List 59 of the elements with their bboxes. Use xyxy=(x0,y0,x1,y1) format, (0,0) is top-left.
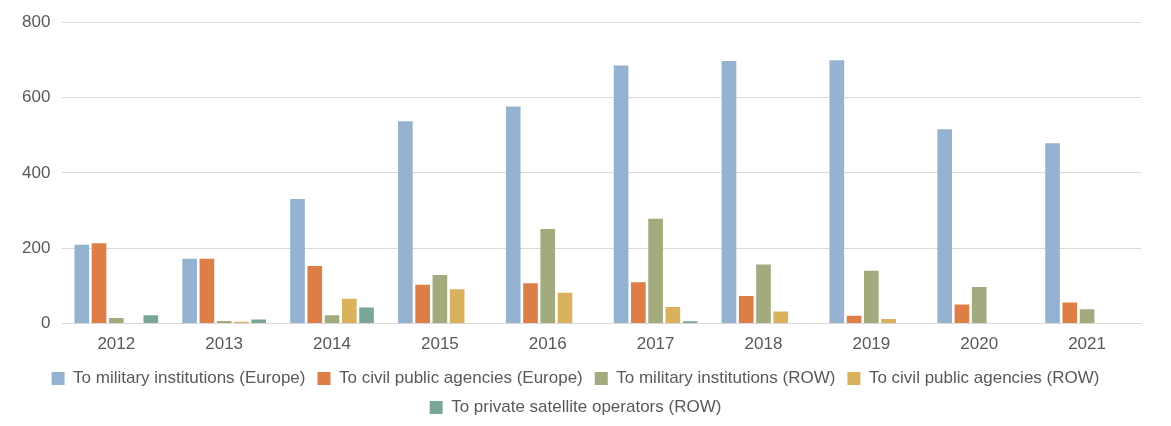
bar xyxy=(359,307,374,324)
bar xyxy=(971,287,987,324)
bar xyxy=(324,315,340,324)
bar xyxy=(449,289,465,324)
bar xyxy=(143,315,159,324)
bar xyxy=(1062,302,1078,324)
x-tick-label: 2013 xyxy=(205,334,244,354)
bar xyxy=(91,243,107,324)
bar xyxy=(846,315,862,324)
bar xyxy=(648,218,663,324)
x-tick-label: 2014 xyxy=(313,334,351,354)
bar xyxy=(415,284,430,324)
bar xyxy=(756,264,771,324)
x-tick-label: 2020 xyxy=(960,334,999,354)
bar xyxy=(540,229,556,324)
x-tick-label: 2016 xyxy=(528,334,567,354)
legend-label: To civil public agencies (Europe) xyxy=(338,368,583,388)
bar xyxy=(954,304,970,324)
x-tick-label: 2017 xyxy=(636,334,675,354)
bar xyxy=(773,311,789,324)
bar xyxy=(665,307,681,324)
bar xyxy=(937,129,953,324)
bar xyxy=(216,320,232,324)
y-tick-label: 600 xyxy=(21,87,51,107)
bar xyxy=(738,296,754,324)
bar xyxy=(290,198,305,324)
bar xyxy=(631,282,646,324)
bar xyxy=(505,106,521,324)
y-tick-label: 200 xyxy=(21,237,51,257)
bar xyxy=(341,298,357,324)
y-tick-label: 0 xyxy=(40,313,51,333)
x-tick-label: 2019 xyxy=(852,334,891,354)
legend-label: To military institutions (Europe) xyxy=(73,368,306,388)
bar xyxy=(523,283,538,324)
bar xyxy=(251,319,267,324)
bar xyxy=(829,60,845,324)
x-tick-label: 2012 xyxy=(97,334,136,354)
y-tick-label: 400 xyxy=(21,162,51,182)
y-tick-label: 800 xyxy=(21,11,51,31)
legend-label: To private satellite operators (ROW) xyxy=(451,397,722,417)
x-tick-label: 2021 xyxy=(1068,334,1106,354)
bar xyxy=(1079,309,1095,324)
legend-label: To civil public agencies (ROW) xyxy=(868,368,1100,388)
legend-label: To military institutions (ROW) xyxy=(616,368,836,388)
bar xyxy=(432,275,448,324)
bar xyxy=(613,65,629,324)
bar xyxy=(881,319,896,324)
bar xyxy=(307,265,323,324)
bar xyxy=(721,61,737,324)
bar xyxy=(199,258,215,324)
bar xyxy=(864,270,879,324)
bar xyxy=(398,121,413,324)
bar xyxy=(1045,143,1060,324)
x-tick-label: 2018 xyxy=(744,334,783,354)
bar xyxy=(182,258,197,324)
bar xyxy=(557,292,573,324)
bar xyxy=(108,317,124,324)
bar xyxy=(74,244,90,324)
x-tick-label: 2015 xyxy=(420,334,459,354)
